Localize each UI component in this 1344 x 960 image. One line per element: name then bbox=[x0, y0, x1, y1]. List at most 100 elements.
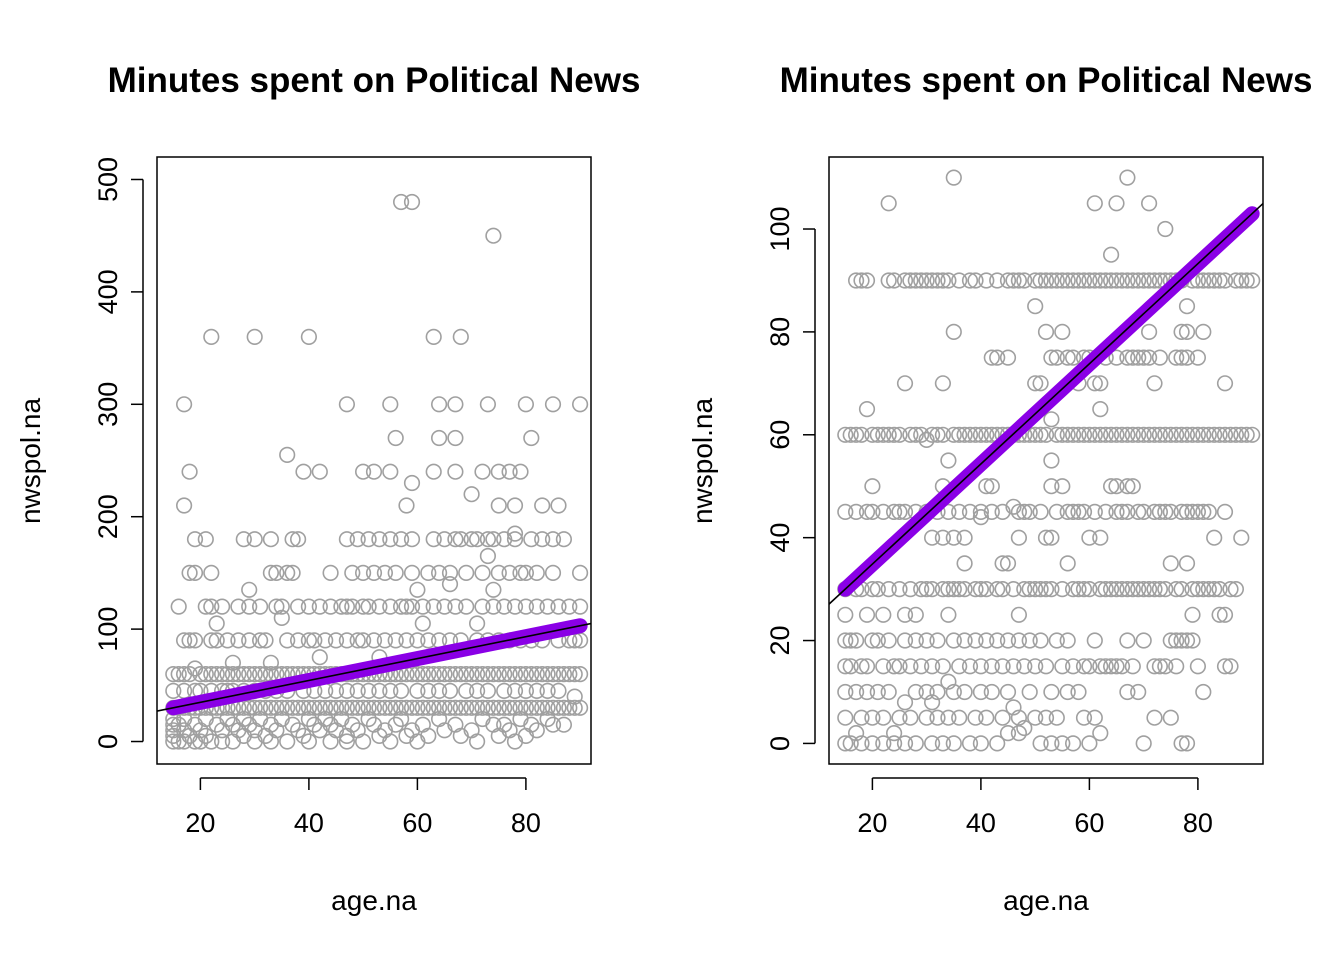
right-data-point bbox=[1037, 272, 1055, 289]
left-data-point bbox=[203, 632, 220, 649]
right-data-point bbox=[913, 426, 930, 443]
left-data-point bbox=[365, 699, 383, 716]
left-data-point bbox=[311, 463, 328, 480]
right-data-point bbox=[907, 735, 924, 752]
right-data-point bbox=[1168, 580, 1185, 598]
left-data-point bbox=[550, 682, 567, 700]
left-data-point bbox=[257, 699, 274, 716]
left-data-point bbox=[479, 547, 497, 565]
right-data-point bbox=[1233, 426, 1250, 443]
right-data-point bbox=[972, 658, 990, 675]
right-data-point bbox=[945, 683, 962, 701]
right-data-point bbox=[918, 683, 935, 701]
left-data-point bbox=[485, 227, 502, 244]
left-data-point bbox=[523, 665, 540, 683]
right-data-point bbox=[869, 580, 886, 598]
left-data-point bbox=[474, 463, 491, 480]
left-data-point bbox=[512, 699, 529, 716]
left-data-point bbox=[490, 463, 507, 480]
right-data-point bbox=[999, 632, 1017, 649]
left-data-point bbox=[469, 531, 486, 548]
right-data-point bbox=[847, 632, 865, 649]
left-data-point bbox=[420, 665, 437, 683]
left-data-point bbox=[300, 328, 318, 346]
left-data-point bbox=[338, 531, 356, 548]
left-data-point bbox=[170, 598, 187, 615]
right-data-point bbox=[885, 426, 903, 443]
left-data-point bbox=[431, 665, 448, 683]
left-data-point bbox=[382, 598, 399, 615]
left-data-point bbox=[165, 682, 182, 700]
right-data-point bbox=[1130, 580, 1147, 598]
left-data-point bbox=[338, 699, 356, 716]
right-data-point bbox=[858, 272, 876, 289]
right-data-point bbox=[875, 658, 892, 675]
left-data-point bbox=[230, 632, 247, 649]
right-data-point bbox=[907, 606, 924, 623]
right-data-point bbox=[1216, 503, 1234, 521]
left-data-point bbox=[284, 531, 301, 548]
right-data-point bbox=[967, 426, 984, 443]
right-data-point bbox=[1173, 735, 1190, 752]
left-data-point bbox=[431, 396, 448, 413]
left-data-point bbox=[479, 531, 497, 548]
left-data-point bbox=[186, 564, 204, 582]
left-data-point bbox=[403, 564, 421, 582]
right-y-tick-label: 20 bbox=[765, 626, 795, 656]
right-data-point bbox=[999, 349, 1017, 366]
left-data-point bbox=[176, 632, 193, 649]
left-data-point bbox=[224, 665, 241, 683]
right-data-point bbox=[1195, 503, 1212, 521]
right-data-point bbox=[1119, 426, 1136, 443]
right-data-point bbox=[951, 658, 968, 675]
right-data-point bbox=[1113, 272, 1131, 289]
right-data-point bbox=[1086, 195, 1103, 212]
left-data-point bbox=[447, 699, 464, 716]
left-data-point bbox=[485, 699, 502, 716]
right-data-point bbox=[929, 709, 946, 726]
right-data-point bbox=[1189, 658, 1206, 675]
left-data-point bbox=[431, 699, 448, 716]
right-data-point bbox=[978, 272, 995, 289]
right-data-point bbox=[907, 683, 924, 701]
left-data-point bbox=[349, 699, 366, 716]
left-data-point bbox=[197, 665, 214, 683]
left-data-point bbox=[176, 396, 193, 413]
right-data-point bbox=[929, 426, 946, 443]
left-data-point bbox=[539, 598, 556, 615]
right-data-point bbox=[994, 503, 1011, 521]
right-data-point bbox=[1157, 220, 1174, 238]
right-data-point bbox=[940, 606, 957, 623]
left-data-point bbox=[490, 564, 507, 582]
left-data-point bbox=[517, 598, 535, 615]
right-data-point bbox=[1059, 683, 1076, 701]
left-data-point bbox=[528, 598, 545, 615]
right-data-point bbox=[1162, 555, 1179, 572]
left-data-point bbox=[539, 665, 556, 683]
right-data-point bbox=[853, 735, 870, 752]
right-data-point bbox=[989, 349, 1006, 366]
right-data-point bbox=[994, 658, 1011, 675]
right-data-point bbox=[1200, 503, 1217, 521]
right-data-point bbox=[1086, 503, 1103, 521]
left-data-point bbox=[479, 699, 497, 716]
left-data-point bbox=[425, 328, 442, 346]
right-data-point bbox=[1075, 503, 1093, 521]
right-data-point bbox=[1178, 426, 1196, 443]
right-data-point bbox=[891, 709, 908, 726]
left-data-point bbox=[447, 429, 464, 447]
right-scatter-points bbox=[837, 169, 1261, 752]
left-x-tick-label: 60 bbox=[402, 808, 432, 838]
left-data-point bbox=[208, 615, 225, 632]
right-data-point bbox=[1119, 683, 1136, 701]
right-data-point bbox=[1206, 580, 1223, 598]
left-data-point bbox=[355, 598, 372, 615]
left-data-point bbox=[257, 632, 274, 649]
right-data-point bbox=[885, 658, 903, 675]
left-data-point bbox=[235, 531, 252, 548]
left-data-point bbox=[403, 193, 421, 211]
right-data-point bbox=[1032, 632, 1049, 649]
left-data-point bbox=[349, 682, 366, 700]
right-data-point bbox=[923, 426, 941, 443]
left-data-point bbox=[501, 699, 518, 716]
